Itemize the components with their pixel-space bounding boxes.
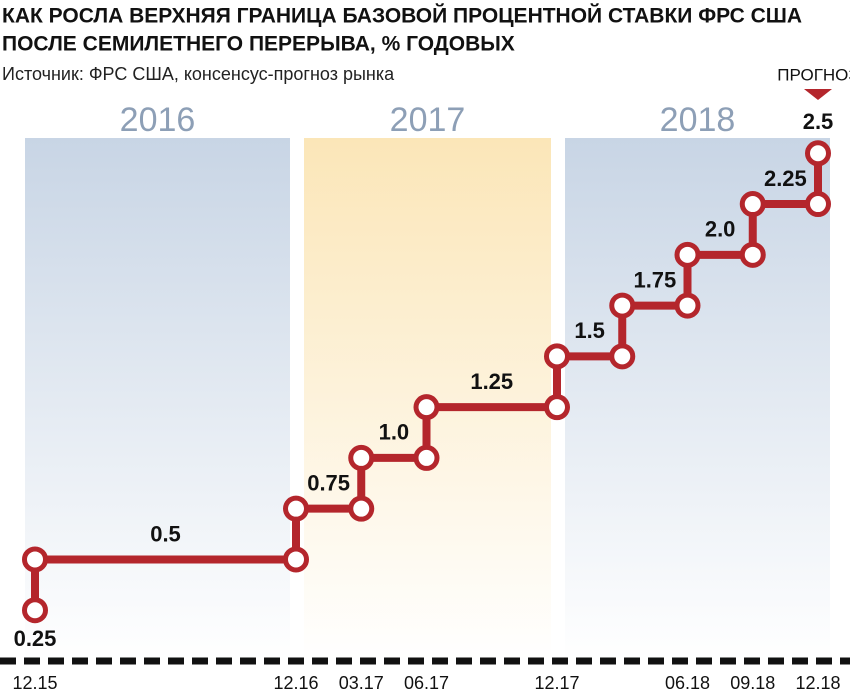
point — [22, 546, 48, 573]
value-label: 1.75 — [633, 267, 676, 292]
x-tick-label: 12.17 — [534, 673, 579, 693]
forecast-label: ПРОГНОЗ — [777, 65, 850, 84]
value-label: 0.75 — [307, 470, 350, 495]
point — [674, 292, 701, 319]
point — [283, 495, 309, 522]
forecast-arrow — [804, 89, 832, 100]
point — [348, 495, 375, 522]
value-label: 0.25 — [14, 626, 57, 651]
year-label: 2016 — [120, 101, 196, 139]
value-label: 2.5 — [803, 109, 834, 134]
value-label: 1.5 — [574, 318, 605, 343]
x-tick-label: 03.17 — [339, 673, 384, 693]
value-label: 2.25 — [764, 166, 807, 191]
point — [674, 241, 701, 268]
point — [739, 241, 766, 268]
x-tick-label: 12.16 — [273, 673, 318, 693]
point — [544, 394, 570, 421]
point — [609, 292, 636, 319]
point — [609, 343, 636, 370]
point — [805, 191, 831, 218]
chart-subtitle: Источник: ФРС США, консенсус-прогноз рын… — [2, 64, 395, 84]
x-tick-label: 06.18 — [665, 673, 710, 693]
value-label: 0.5 — [150, 521, 181, 546]
value-label: 1.25 — [470, 369, 513, 394]
year-band — [25, 138, 290, 661]
chart-title: ПОСЛЕ СЕМИЛЕТНЕГО ПЕРЕРЫВА, % ГОДОВЫХ — [2, 33, 515, 56]
x-tick-label: 09.18 — [730, 673, 775, 693]
x-tick-label: 06.17 — [404, 673, 449, 693]
value-label: 1.0 — [379, 420, 410, 445]
year-label: 2017 — [390, 101, 466, 139]
point — [413, 394, 440, 421]
chart-title: КАК РОСЛА ВЕРХНЯЯ ГРАНИЦА БАЗОВОЙ ПРОЦЕН… — [2, 4, 802, 28]
point — [805, 140, 831, 167]
point — [348, 444, 375, 471]
x-tick-label: 12.18 — [795, 673, 840, 693]
year-label: 2018 — [660, 101, 736, 139]
x-tick-label: 12.15 — [12, 673, 57, 693]
point — [739, 191, 766, 218]
value-label: 2.0 — [705, 217, 736, 242]
year-band — [565, 138, 830, 661]
point — [22, 597, 48, 624]
point — [544, 343, 570, 370]
point — [413, 444, 440, 471]
point — [283, 546, 309, 573]
